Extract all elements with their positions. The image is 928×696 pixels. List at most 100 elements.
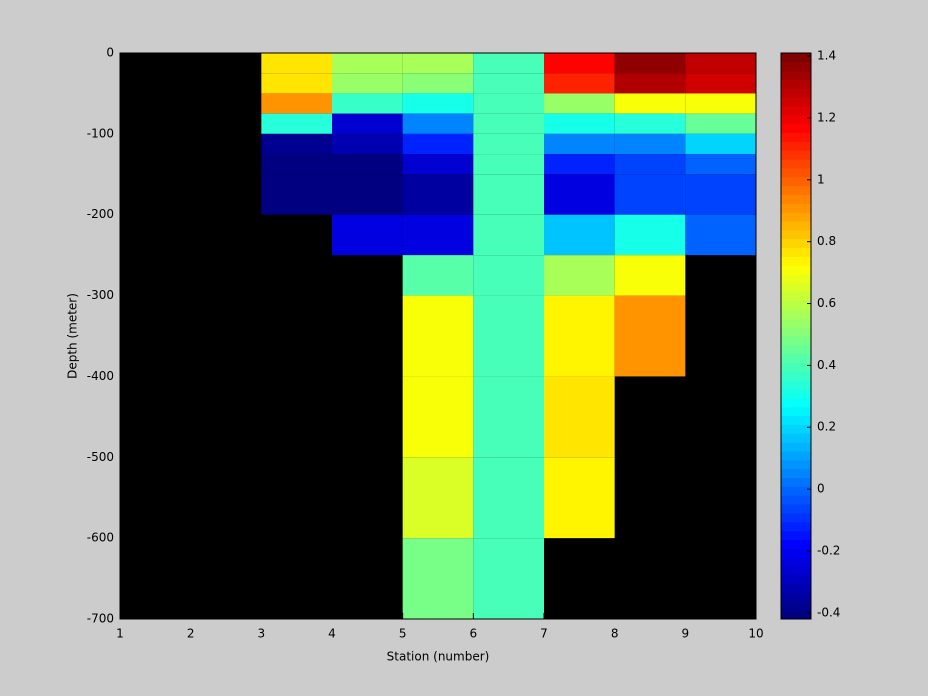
heatmap-cell <box>332 73 403 94</box>
colorbar-tick-label: 0.6 <box>817 296 836 310</box>
colorbar-swatch <box>781 442 811 452</box>
heatmap-cell <box>614 133 686 155</box>
colorbar-swatch <box>781 336 811 346</box>
heatmap-cell <box>473 154 544 175</box>
heatmap-cell <box>685 174 756 215</box>
heatmap-cell <box>261 93 332 114</box>
heatmap-cell <box>614 93 686 114</box>
colorbar-swatch <box>781 123 811 134</box>
colorbar-swatch <box>781 433 811 443</box>
heatmap-cell <box>685 113 756 134</box>
heatmap-cell <box>332 133 403 155</box>
y-tick-label: 0 <box>106 46 114 60</box>
heatmap-cell <box>473 255 544 296</box>
colorbar-swatch <box>781 176 811 187</box>
heatmap-cell <box>614 255 686 296</box>
x-tick-label: 2 <box>187 627 195 641</box>
colorbar-swatch <box>781 557 811 567</box>
colorbar-swatch <box>781 459 811 470</box>
heatmap-cell <box>402 93 474 114</box>
colorbar-tick-label: 0.4 <box>817 358 836 372</box>
heatmap-cell <box>614 214 686 256</box>
heatmap-cell <box>332 53 403 74</box>
colorbar-swatch <box>781 212 811 222</box>
heatmap-cell <box>685 154 756 175</box>
colorbar-swatch <box>781 141 811 151</box>
heatmap-cell <box>685 73 756 94</box>
y-tick-label: -700 <box>87 612 114 626</box>
colorbar-swatch <box>781 406 811 417</box>
colorbar-swatch <box>781 318 811 328</box>
colorbar-swatch <box>781 185 811 195</box>
colorbar-tick-label: -0.2 <box>817 543 840 557</box>
heatmap-cell <box>544 174 615 215</box>
colorbar-tick-label: 0.8 <box>817 234 836 248</box>
colorbar-tick-label: 1 <box>817 172 825 186</box>
colorbar-swatch <box>781 70 811 81</box>
x-axis-label: Station (number) <box>387 650 490 664</box>
colorbar-swatch <box>781 389 811 399</box>
heatmap-cell <box>402 53 474 74</box>
colorbar-swatch <box>781 88 811 98</box>
heatmap-cell <box>261 133 332 155</box>
heatmap-cell <box>261 73 332 94</box>
x-tick-label: 3 <box>258 627 266 641</box>
colorbar-swatch <box>781 610 811 620</box>
heatmap-cell <box>544 53 615 74</box>
heatmap-cell <box>402 73 474 94</box>
y-tick-label: -400 <box>87 369 114 383</box>
colorbar-swatch <box>781 300 811 310</box>
heatmap-cell <box>544 133 615 155</box>
heatmap-cell <box>544 457 615 539</box>
heatmap-cell <box>544 214 615 256</box>
colorbar-swatch <box>781 132 811 142</box>
colorbar-tick-label: -0.4 <box>817 605 840 619</box>
plot-frame <box>119 52 757 620</box>
colorbar-swatch <box>781 477 811 487</box>
colorbar-tick-label: 1.2 <box>817 110 836 124</box>
colorbar-swatch <box>781 539 811 549</box>
colorbar-swatch <box>781 229 811 240</box>
heatmap-cell <box>544 93 615 114</box>
heatmap-cell <box>614 53 686 74</box>
colorbar-swatch <box>781 221 811 231</box>
heatmap-cell <box>473 376 544 458</box>
heatmap-cell <box>473 93 544 114</box>
heatmap-cell <box>473 53 544 74</box>
colorbar-swatch <box>781 512 811 523</box>
colorbar-swatch <box>781 353 811 364</box>
colorbar-swatch <box>781 504 811 514</box>
colorbar-swatch <box>781 486 811 496</box>
x-tick-label: 1 <box>116 627 124 641</box>
colorbar-swatch <box>781 274 811 284</box>
colorbar-swatch <box>781 380 811 390</box>
x-tick-label: 10 <box>748 627 763 641</box>
heatmap-cell <box>402 174 474 215</box>
heatmap-cell <box>614 73 686 94</box>
colorbar-swatch <box>781 61 811 72</box>
colorbar-swatch <box>781 247 811 257</box>
colorbar-swatch <box>781 194 811 204</box>
y-tick-label: -500 <box>87 450 114 464</box>
colorbar-swatch <box>781 397 811 408</box>
heatmap-cell <box>402 255 474 296</box>
y-axis-label: Depth (meter) <box>66 293 80 379</box>
heatmap-cell <box>473 457 544 539</box>
y-tick-label: -600 <box>87 531 114 545</box>
x-tick-label: 8 <box>611 627 619 641</box>
heatmap-cell <box>544 376 615 458</box>
colorbar-swatch <box>781 238 811 249</box>
colorbar-swatch <box>781 159 811 169</box>
colorbar-swatch <box>781 256 811 266</box>
colorbar-swatch <box>781 450 811 461</box>
heatmap-cell <box>473 538 544 619</box>
heatmap-cell <box>261 53 332 74</box>
x-tick-label: 5 <box>399 627 407 641</box>
heatmap-cell <box>332 93 403 114</box>
colorbar-swatch <box>781 495 811 505</box>
heatmap-cell <box>614 154 686 175</box>
colorbar-frame <box>780 52 812 620</box>
heatmap-cell <box>544 154 615 175</box>
colorbar-swatch <box>781 53 811 63</box>
